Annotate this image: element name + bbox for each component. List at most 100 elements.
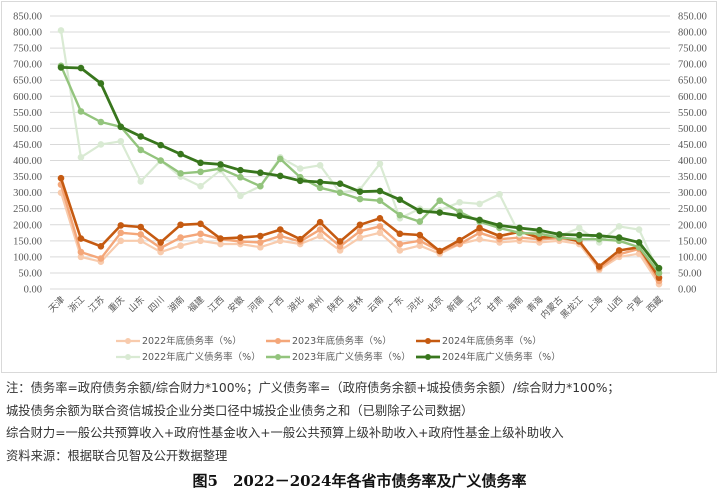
y-tick-label-right: 450.00	[678, 140, 707, 151]
data-point	[276, 237, 284, 245]
x-category-label: 四川	[147, 295, 167, 315]
y-tick-label-right: 300.00	[678, 188, 707, 199]
data-point	[376, 215, 384, 222]
data-point	[396, 240, 404, 248]
data-point	[436, 209, 444, 216]
y-tick-label-right: 150.00	[678, 236, 707, 247]
y-tick-label-right: 550.00	[678, 108, 707, 119]
data-point	[137, 178, 145, 185]
y-tick-label-right: 400.00	[678, 156, 707, 167]
data-point	[316, 218, 324, 226]
y-tick-label: 100.00	[13, 252, 42, 263]
x-category-label: 上海	[584, 294, 605, 315]
data-point	[117, 229, 125, 237]
data-point	[257, 169, 264, 177]
legend-label: 2024年底债务率（%）	[442, 335, 542, 347]
data-point	[316, 178, 324, 186]
data-point	[57, 27, 65, 34]
data-point	[137, 146, 145, 154]
chart-frame: 0.00 50.00 100.00 150.00 200.00 250.00 300.00 3…	[1, 1, 717, 373]
data-point	[77, 235, 85, 242]
data-point	[237, 192, 244, 200]
data-point	[356, 234, 364, 241]
data-point	[575, 224, 583, 232]
data-point	[237, 166, 244, 174]
figure-title: 图5 2022－2024年各省市债务率及广义债务率	[192, 472, 527, 490]
y-tick-label: 500.00	[13, 124, 42, 135]
x-category-label: 山西	[605, 294, 626, 315]
data-point	[97, 141, 105, 148]
data-point	[396, 196, 404, 204]
legend-label: 2023年底债务率（%）	[292, 335, 392, 347]
data-point	[77, 253, 85, 261]
data-point	[476, 235, 483, 243]
note-line-2: 城投债务余额为联合资信城投企业分类口径中城投企业债务之和（已剔除子公司数据）	[6, 403, 474, 418]
data-point	[276, 232, 284, 240]
data-point	[197, 168, 204, 176]
data-point	[137, 133, 145, 140]
x-category-label: 广西	[265, 294, 286, 315]
y-tick-label: 250.00	[13, 204, 42, 215]
y-tick-label-right: 500.00	[678, 124, 707, 135]
data-point	[496, 232, 503, 240]
legend-label: 2023年底广义债务率（%）	[292, 351, 411, 363]
x-category-label: 陕西	[325, 294, 346, 315]
data-point	[237, 234, 244, 241]
data-point	[97, 118, 105, 126]
y-tick-label-right: 0.00	[678, 285, 696, 296]
y-tick-label-right: 350.00	[678, 172, 707, 183]
data-point	[516, 224, 523, 232]
data-point	[57, 174, 65, 182]
data-point	[217, 161, 224, 168]
x-category-label: 贵州	[305, 294, 326, 315]
y-tick-label: 400.00	[13, 156, 42, 167]
data-point	[436, 197, 444, 204]
data-point	[396, 211, 404, 219]
y-axis-left: 0.00 50.00 100.00 150.00 200.00 250.00 300.00 3…	[13, 12, 42, 296]
data-point	[137, 237, 145, 245]
legend-item: 2022年底广义债务率（%）	[116, 351, 261, 363]
data-point	[296, 235, 304, 243]
data-point	[356, 188, 364, 195]
legend-item: 2023年底广义债务率（%）	[266, 351, 411, 363]
x-category-label: 云南	[365, 294, 386, 315]
y-tick-label: 300.00	[13, 188, 42, 199]
data-point	[416, 207, 424, 215]
y-tick-label-right: 650.00	[678, 76, 707, 87]
data-point	[117, 222, 125, 229]
data-point	[157, 239, 164, 246]
x-axis-categories: 天津 浙江 江苏 重庆 山东 四川 湖南 福建 江西 安徽 河南 广西 湖北 贵州 陕西 吉林 云南 广东 河北 北京…	[47, 294, 666, 322]
gridlines	[50, 15, 670, 290]
series-5	[57, 64, 663, 272]
line-chart: 0.00 50.00 100.00 150.00 200.00 250.00 300.00 3…	[13, 12, 707, 364]
legend-swatch-marker	[275, 338, 281, 344]
data-point	[655, 269, 663, 277]
data-point	[197, 230, 204, 238]
data-point	[177, 221, 184, 229]
legend-swatch-marker	[125, 338, 131, 344]
data-point	[296, 165, 304, 172]
data-point	[257, 243, 264, 251]
y-tick-label-right: 800.00	[678, 28, 707, 39]
legend-swatch-marker	[275, 354, 281, 360]
y-axis-right: 0.00 50.00 100.00 150.00 200.00 250.00 300.00 3…	[678, 12, 707, 296]
x-category-label: 宁夏	[624, 294, 645, 315]
data-point	[556, 231, 563, 238]
data-point	[57, 64, 65, 71]
data-point	[595, 263, 603, 270]
data-point	[575, 231, 583, 239]
data-point	[177, 234, 184, 241]
data-point	[516, 229, 523, 237]
data-point	[257, 239, 264, 246]
data-point	[356, 195, 364, 203]
data-point	[436, 247, 444, 255]
data-point	[615, 247, 623, 254]
y-tick-label: 150.00	[13, 236, 42, 247]
x-category-label: 甘肃	[484, 294, 505, 315]
data-point	[197, 159, 204, 167]
data-point	[615, 234, 623, 241]
y-tick-label-right: 600.00	[678, 92, 707, 103]
y-tick-label: 700.00	[13, 60, 42, 71]
data-point	[336, 189, 344, 196]
data-point	[476, 229, 483, 237]
